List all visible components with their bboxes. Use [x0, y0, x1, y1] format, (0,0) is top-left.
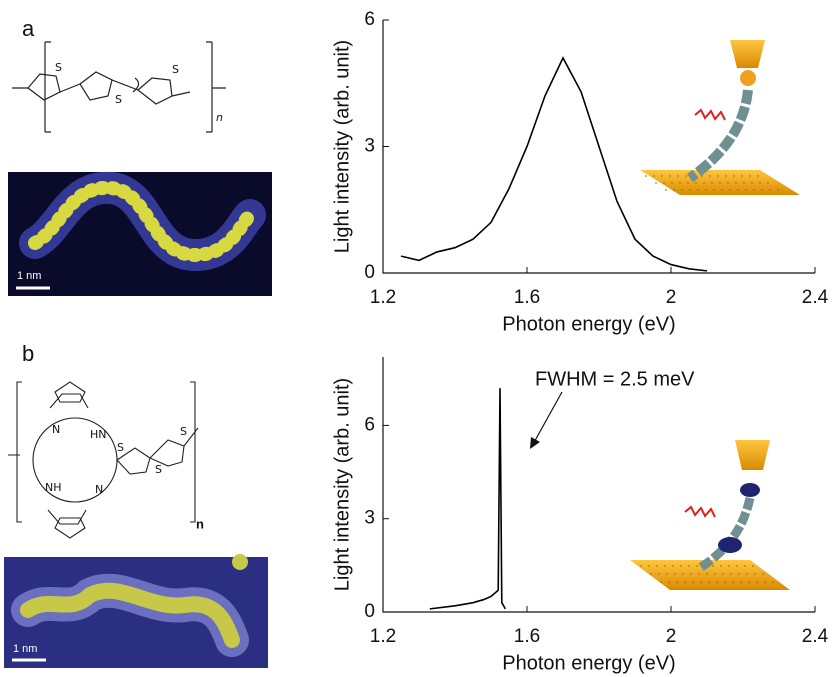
atom: S	[180, 425, 187, 438]
inset-a	[640, 40, 800, 195]
y-axis-label: Light intensity (arb. unit)	[331, 378, 353, 591]
x-tick-label: 2.4	[802, 626, 829, 647]
y-axis-label: Light intensity (arb. unit)	[331, 40, 353, 253]
x-axis-label: Photon energy (eV)	[502, 313, 675, 335]
spectrum-line	[429, 388, 507, 610]
atom: S	[55, 61, 62, 74]
molecule	[232, 554, 248, 570]
y-tick-label: 3	[364, 136, 375, 157]
structure-a	[12, 41, 226, 133]
y-tick-label: 3	[364, 508, 375, 529]
panel-label: b	[22, 341, 34, 366]
y-tick-label: 6	[364, 414, 375, 435]
atom: S	[115, 93, 122, 106]
scale-label: 1 nm	[17, 270, 41, 282]
atom: NH	[45, 481, 62, 494]
atom: HN	[90, 428, 107, 441]
annotation: FWHM = 2.5 meV	[535, 368, 695, 390]
structure-b	[8, 381, 199, 539]
x-tick-label: 1.2	[370, 626, 396, 647]
atom: S	[172, 63, 179, 76]
x-tick-label: 1.6	[514, 626, 540, 647]
x-tick-label: 2	[666, 287, 677, 308]
panel-label: a	[22, 16, 35, 41]
molecule	[28, 180, 257, 263]
scale-label: 1 nm	[13, 643, 37, 655]
annotation-arrow	[531, 391, 563, 447]
atom: S	[155, 463, 162, 476]
inset-b	[630, 440, 790, 590]
repeat: n	[196, 516, 204, 531]
molecule	[20, 582, 240, 648]
y-tick-label: 6	[364, 9, 375, 30]
atom: N	[52, 423, 60, 436]
y-tick-label: 0	[364, 262, 375, 283]
x-tick-label: 2	[666, 626, 677, 647]
atom: N	[95, 483, 103, 496]
y-tick-label: 0	[364, 601, 375, 622]
repeat: n	[216, 111, 223, 124]
annotation-arrow-head	[530, 437, 540, 449]
x-tick-label: 1.6	[514, 287, 540, 308]
x-axis-label: Photon energy (eV)	[502, 652, 675, 674]
spectrum-line	[400, 56, 708, 272]
x-tick-label: 1.2	[370, 287, 396, 308]
x-tick-label: 2.4	[802, 287, 829, 308]
atom: S	[117, 441, 124, 454]
